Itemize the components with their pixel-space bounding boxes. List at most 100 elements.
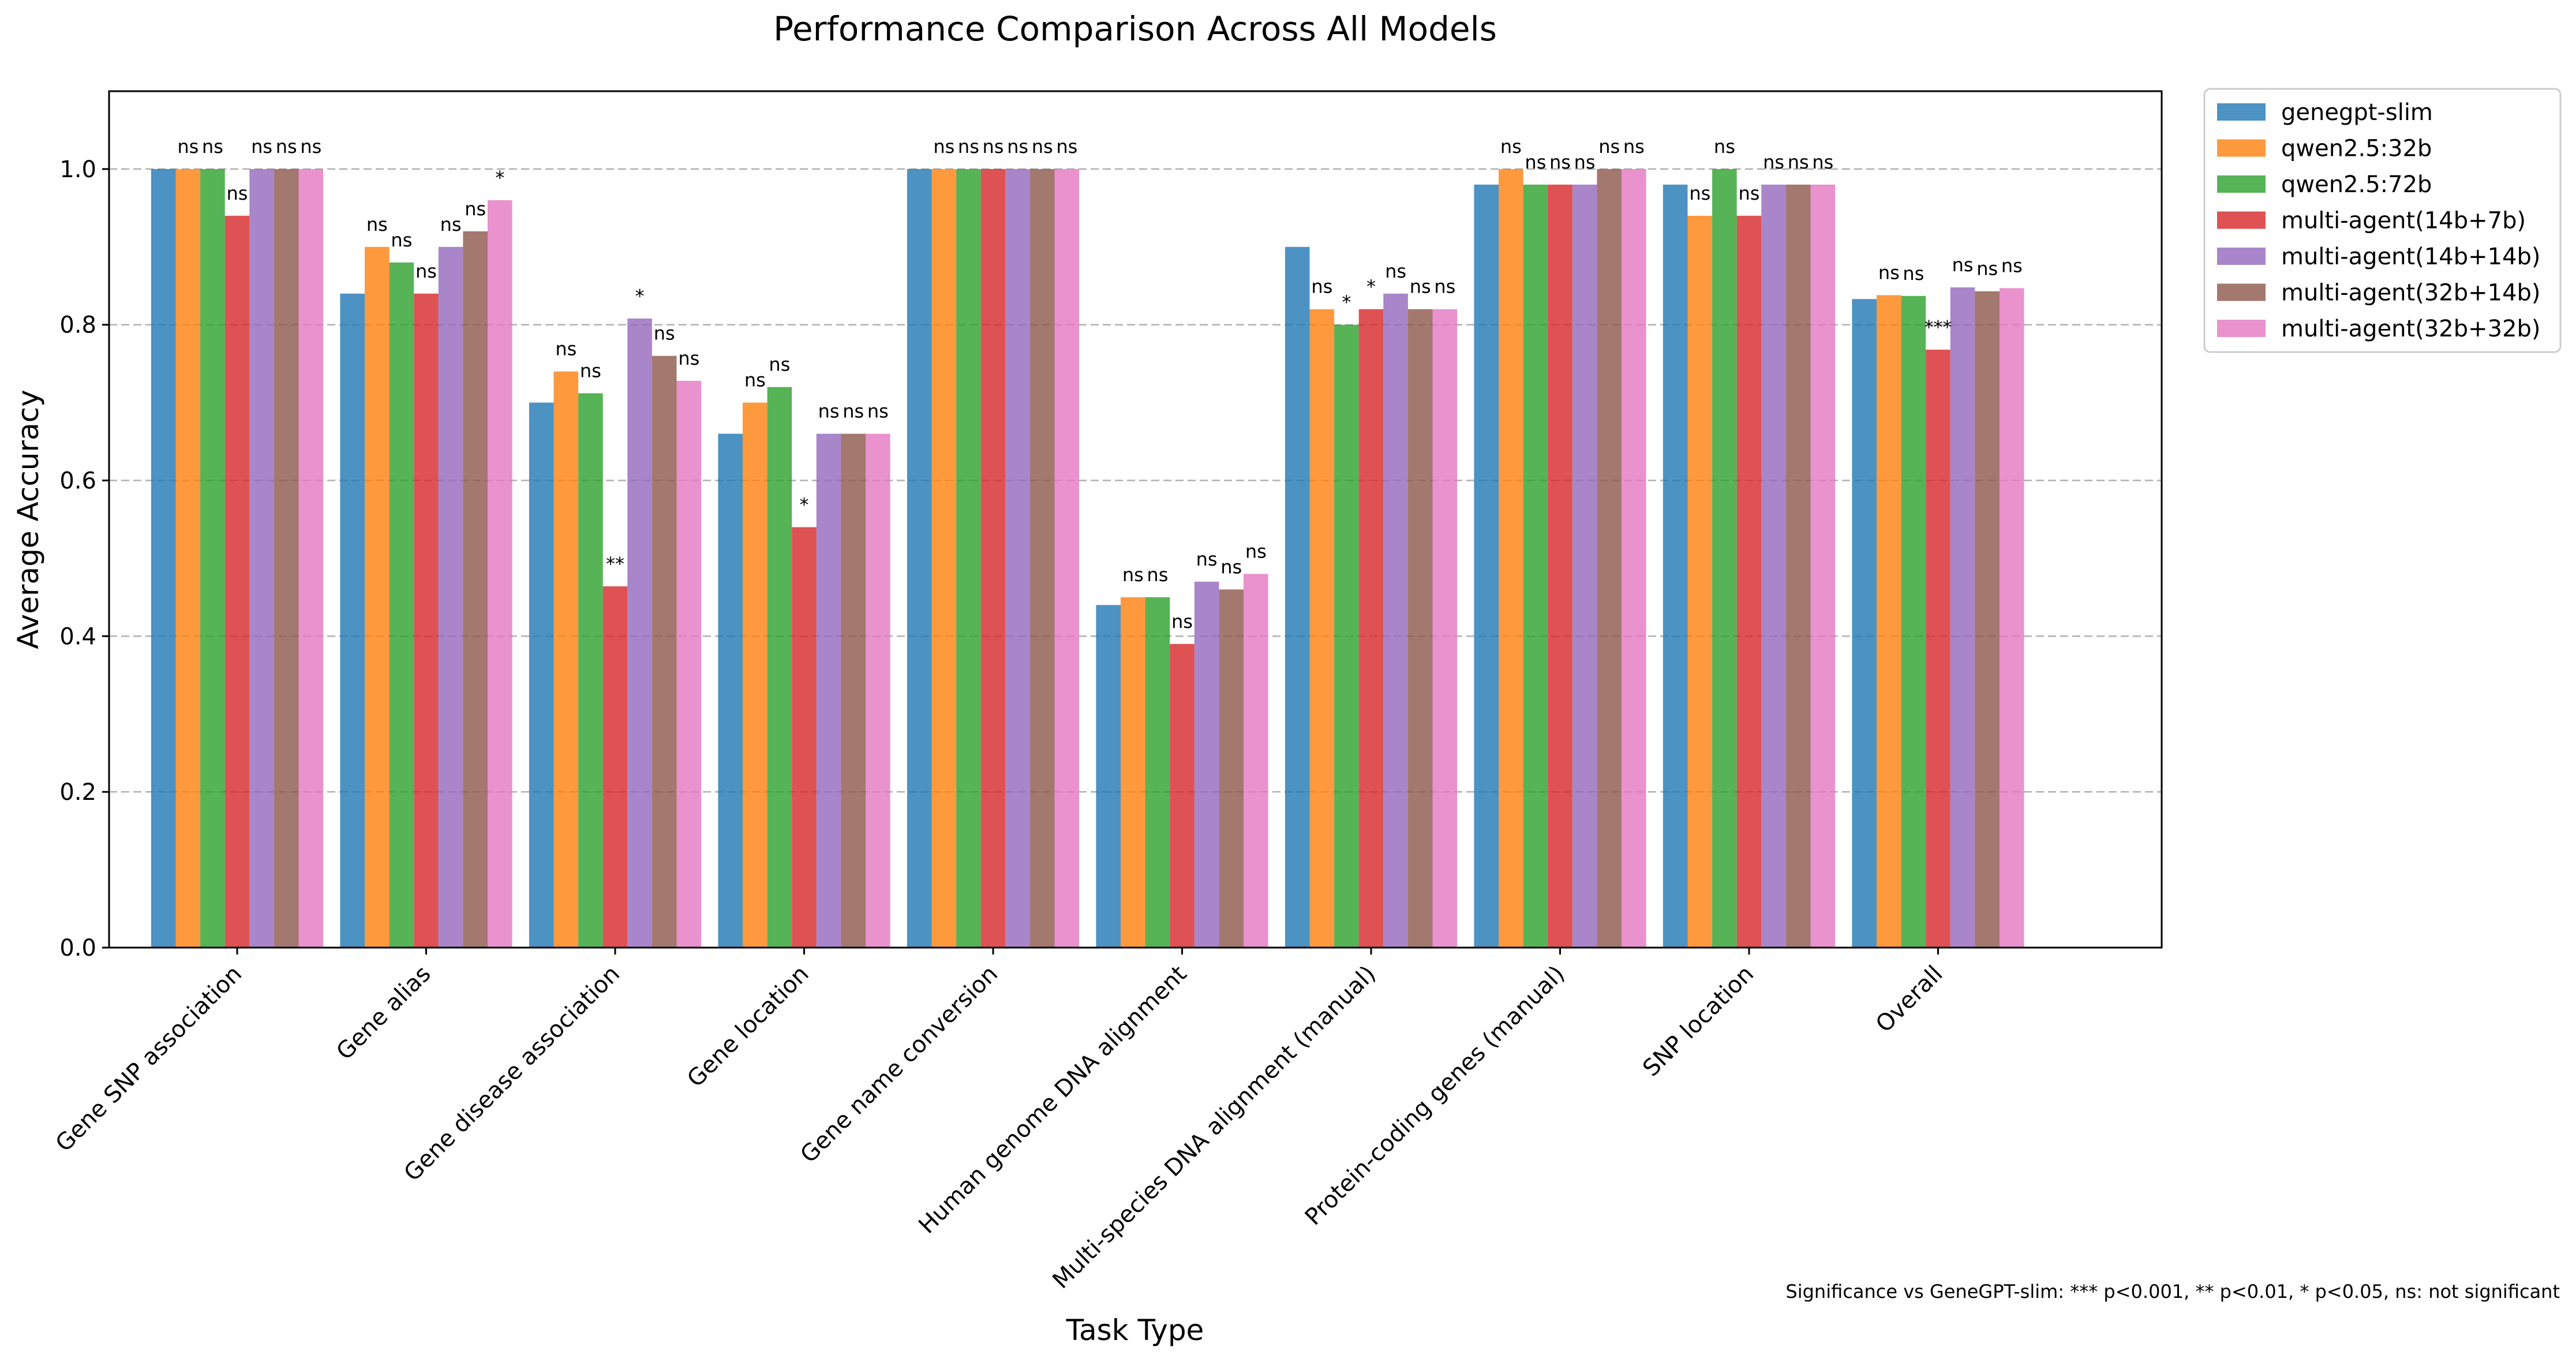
significance-label: ns xyxy=(1623,136,1645,158)
significance-label: * xyxy=(1342,291,1351,313)
significance-label: ns xyxy=(1245,540,1267,562)
significance-label: ns xyxy=(843,401,864,422)
bar-multi-agent-32b-14b- xyxy=(463,231,488,948)
legend-label: multi-agent(32b+14b) xyxy=(2281,280,2541,306)
significance-label: * xyxy=(800,493,809,515)
bar-multi-agent-14b-14b- xyxy=(1383,293,1408,948)
significance-label: ns xyxy=(1714,136,1735,158)
significance-label: ns xyxy=(1788,151,1809,173)
significance-footnote: Significance vs GeneGPT-slim: *** p<0.00… xyxy=(1785,1281,2560,1303)
bar-genegpt-slim xyxy=(1285,246,1310,948)
x-tick-label: Multi-species DNA alignment (manual) xyxy=(1047,961,1381,1294)
bar-multi-agent-32b-32b- xyxy=(676,380,702,948)
bar-qwen2-5-32b xyxy=(1121,597,1145,948)
significance-label: ns xyxy=(744,369,766,391)
legend-frame xyxy=(2203,88,2562,353)
significance-label: ns xyxy=(983,136,1004,158)
significance-label: ** xyxy=(606,553,624,575)
significance-label: ns xyxy=(1171,611,1193,633)
bar-qwen2-5-32b xyxy=(365,246,390,948)
significance-label: ns xyxy=(1598,136,1620,158)
bar-multi-agent-32b-32b- xyxy=(1244,574,1268,948)
x-tick-label: Overall xyxy=(1871,961,1948,1038)
legend-swatch xyxy=(2217,211,2266,229)
significance-label: ns xyxy=(366,214,388,235)
y-axis: 0.0 0.2 0.4 0.6 0.8 1.0 xyxy=(59,156,109,961)
bar-multi-agent-14b-7b- xyxy=(602,586,628,948)
legend-label: multi-agent(14b+14b) xyxy=(2281,244,2541,270)
bar-multi-agent-32b-14b- xyxy=(1975,291,2000,948)
bar-multi-agent-14b-14b- xyxy=(1572,184,1597,948)
significance-label: ns xyxy=(1903,263,1924,285)
significance-label: ns xyxy=(1689,182,1710,204)
legend-label: genegpt-slim xyxy=(2281,99,2433,126)
bar-multi-agent-14b-14b- xyxy=(249,169,274,948)
x-tick-label: Gene alias xyxy=(331,961,436,1065)
bar-genegpt-slim xyxy=(1852,299,1877,948)
significance-label: ns xyxy=(555,338,576,360)
legend-swatch xyxy=(2217,248,2266,265)
significance-label: ns xyxy=(1147,564,1168,586)
bar-multi-agent-14b-7b- xyxy=(1548,184,1572,948)
bar-qwen2-5-32b xyxy=(1309,309,1335,948)
significance-label: ns xyxy=(1385,260,1406,282)
bar-genegpt-slim xyxy=(1096,605,1121,948)
significance-label: ns xyxy=(1525,151,1546,173)
significance-label: ns xyxy=(580,360,601,381)
bar-multi-agent-14b-7b- xyxy=(980,169,1006,948)
bar-multi-agent-32b-14b- xyxy=(1407,309,1433,948)
significance-label: ns xyxy=(391,229,412,251)
bar-qwen2-5-72b xyxy=(389,262,414,948)
significance-label: * xyxy=(1366,276,1376,298)
bar-qwen2-5-32b xyxy=(175,169,201,948)
legend-swatch xyxy=(2217,139,2266,157)
significance-label: ns xyxy=(1410,276,1431,298)
significance-label: ns xyxy=(1763,151,1784,173)
chart-title: Performance Comparison Across All Models xyxy=(773,9,1497,48)
significance-label: ns xyxy=(1056,136,1077,158)
legend-swatch xyxy=(2217,103,2266,121)
legend-label: qwen2.5:72b xyxy=(2281,171,2432,198)
bar-multi-agent-14b-14b- xyxy=(1005,169,1030,948)
bar-multi-agent-14b-14b- xyxy=(627,318,652,948)
bar-multi-agent-32b-32b- xyxy=(2000,288,2024,948)
bar-multi-agent-14b-14b- xyxy=(1194,581,1219,948)
bar-genegpt-slim xyxy=(1663,184,1688,948)
bar-multi-agent-32b-14b- xyxy=(841,433,866,948)
significance-label: ns xyxy=(678,347,699,369)
significance-label: ns xyxy=(654,323,675,345)
bar-multi-agent-32b-32b- xyxy=(488,200,512,948)
significance-label: ns xyxy=(933,136,954,158)
bar-multi-agent-14b-7b- xyxy=(414,293,439,948)
bar-multi-agent-14b-7b- xyxy=(1170,643,1195,948)
bar-multi-agent-14b-7b- xyxy=(1736,215,1762,948)
bar-genegpt-slim xyxy=(529,402,554,948)
bars xyxy=(151,169,2024,948)
significance-label: ns xyxy=(415,260,437,282)
bar-multi-agent-14b-7b- xyxy=(1358,309,1384,948)
bar-qwen2-5-32b xyxy=(743,402,767,948)
y-axis-label: Average Accuracy xyxy=(12,390,45,649)
significance-label: ns xyxy=(1220,556,1242,578)
bar-qwen2-5-72b xyxy=(956,169,981,948)
significance-label: * xyxy=(495,167,504,189)
bar-qwen2-5-72b xyxy=(1334,324,1359,948)
significance-label: ns xyxy=(465,198,486,220)
bar-multi-agent-32b-32b- xyxy=(1622,169,1646,948)
bar-qwen2-5-72b xyxy=(1145,597,1170,948)
bar-qwen2-5-72b xyxy=(1901,295,1926,948)
bar-multi-agent-32b-14b- xyxy=(1597,169,1622,948)
significance-label: ns xyxy=(867,401,889,422)
bar-genegpt-slim xyxy=(718,433,743,948)
bar-qwen2-5-32b xyxy=(1687,215,1713,948)
axes-frame xyxy=(108,90,2163,949)
x-tick-label: Gene location xyxy=(682,961,814,1092)
bar-qwen2-5-72b xyxy=(200,169,225,948)
x-tick-label: Gene SNP association xyxy=(51,961,247,1157)
x-tick-label: Gene name conversion xyxy=(795,961,1003,1169)
bar-genegpt-slim xyxy=(1474,184,1499,948)
y-tick-label: 0.0 xyxy=(59,935,96,961)
significance-label: ns xyxy=(1007,136,1028,158)
